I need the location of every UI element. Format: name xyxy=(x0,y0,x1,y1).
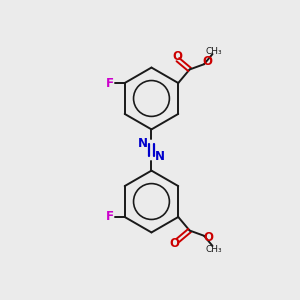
Text: O: O xyxy=(203,231,213,244)
Text: O: O xyxy=(172,50,182,63)
Text: F: F xyxy=(105,211,113,224)
Text: N: N xyxy=(138,137,148,150)
Text: F: F xyxy=(105,76,113,89)
Text: N: N xyxy=(155,150,165,163)
Text: O: O xyxy=(169,237,179,250)
Text: O: O xyxy=(202,56,212,68)
Text: CH₃: CH₃ xyxy=(206,245,222,254)
Text: CH₃: CH₃ xyxy=(206,46,222,56)
